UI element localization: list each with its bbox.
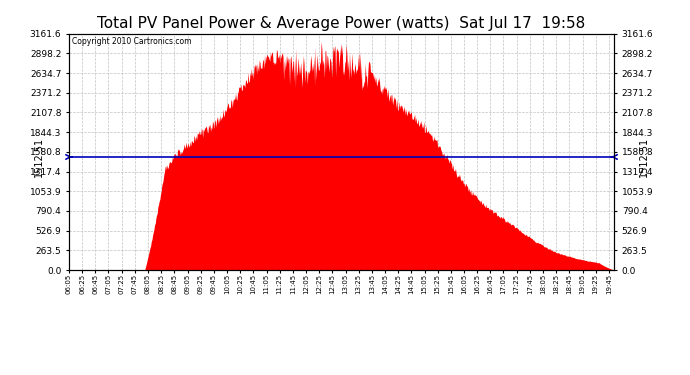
Text: 1512.51: 1512.51 xyxy=(639,137,649,177)
Title: Total PV Panel Power & Average Power (watts)  Sat Jul 17  19:58: Total PV Panel Power & Average Power (wa… xyxy=(97,16,586,31)
Text: Copyright 2010 Cartronics.com: Copyright 2010 Cartronics.com xyxy=(72,37,191,46)
Text: 1512.51: 1512.51 xyxy=(34,137,44,177)
